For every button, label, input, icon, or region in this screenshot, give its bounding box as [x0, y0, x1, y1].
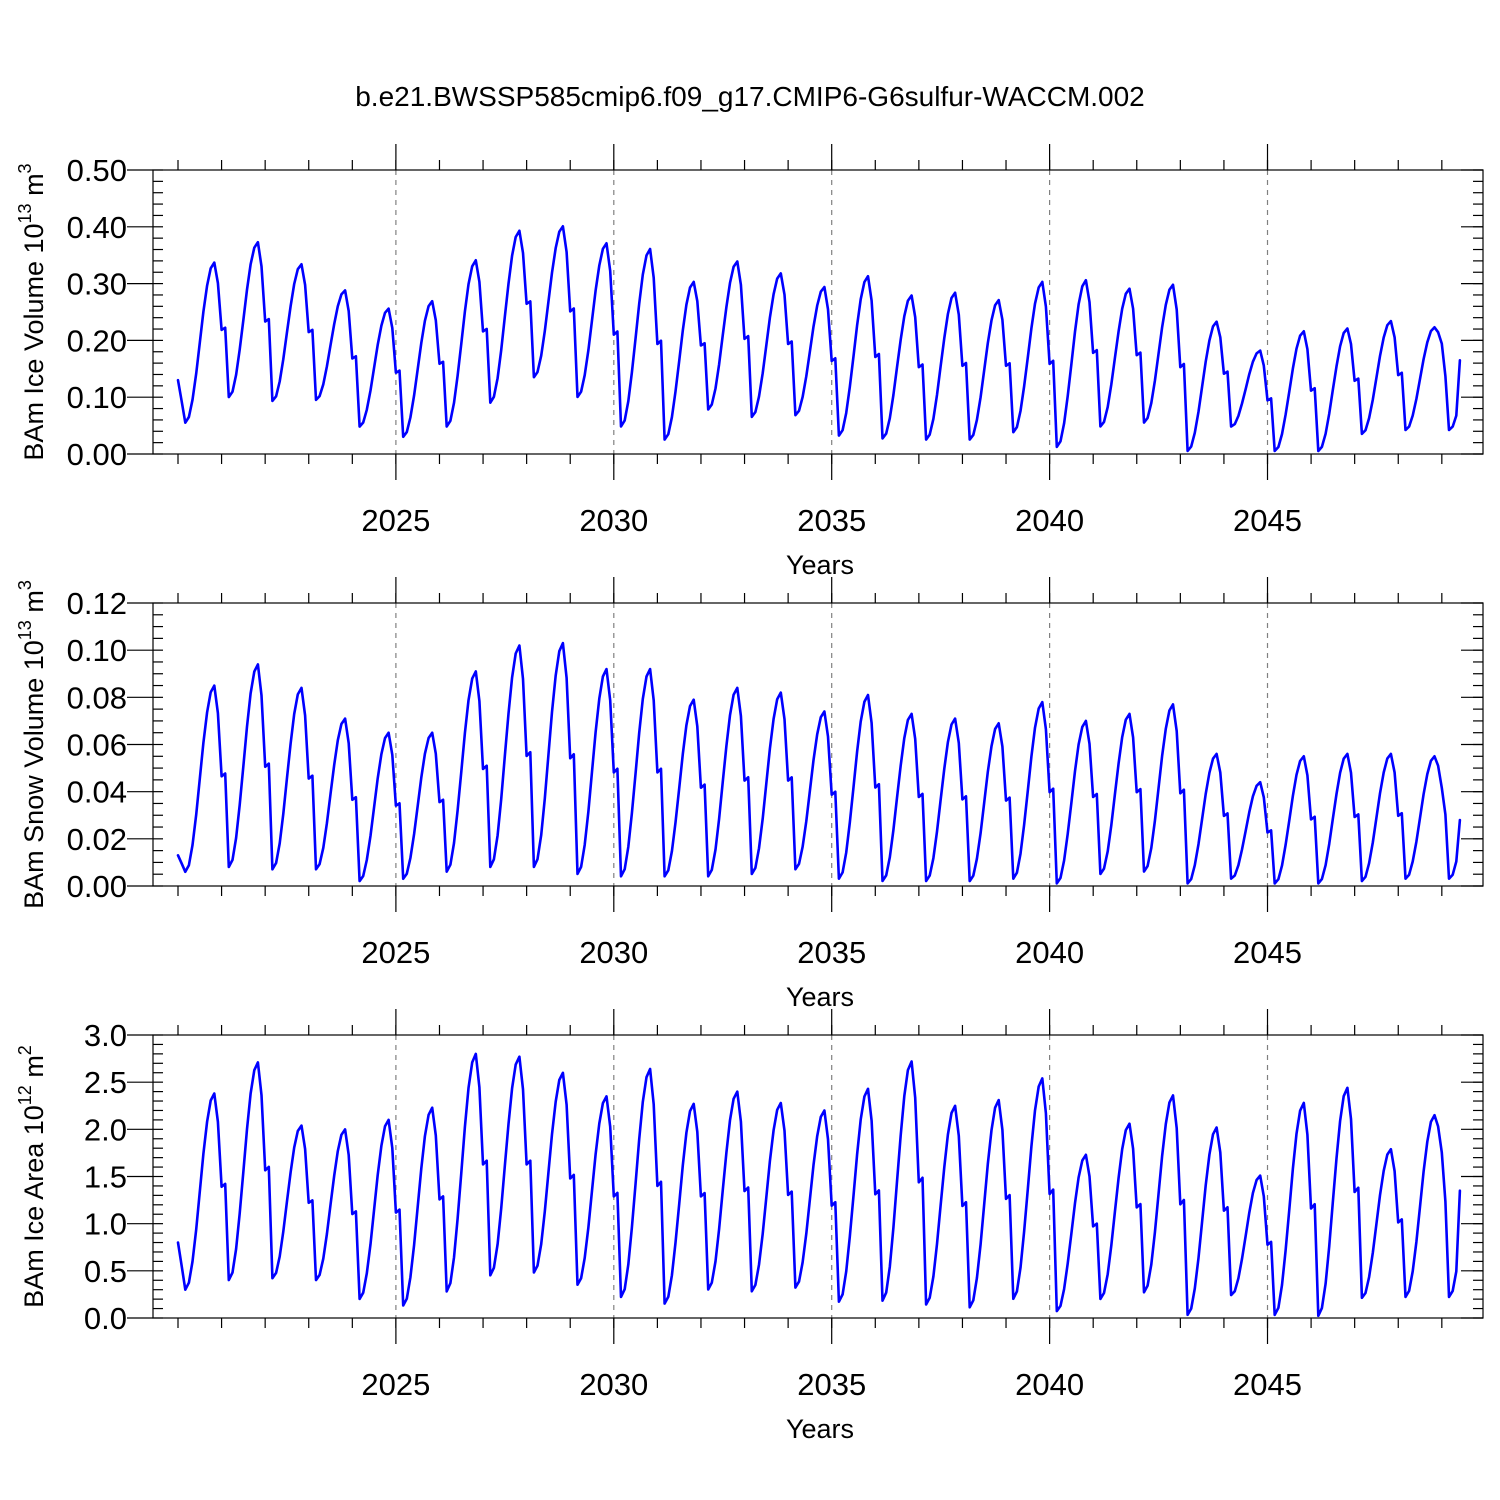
- y-tick-label: 0.06: [67, 728, 127, 763]
- figure-title: b.e21.BWSSP585cmip6.f09_g17.CMIP6-G6sulf…: [355, 81, 1145, 112]
- y-axis-label: BAm Ice Area 1012 m2: [15, 1045, 49, 1308]
- y-tick-label: 3.0: [84, 1018, 127, 1053]
- x-tick-label: 2025: [361, 503, 430, 538]
- y-tick-label: 0.12: [67, 586, 127, 621]
- plot-frame: [152, 169, 1484, 455]
- y-tick-label: 0.00: [67, 869, 127, 904]
- y-tick-label: 2.5: [84, 1065, 127, 1100]
- x-tick-label: 2030: [579, 935, 648, 970]
- y-tick-label: 0.08: [67, 680, 127, 715]
- y-tick-label: 0.20: [67, 323, 127, 358]
- x-axis-label: Years: [786, 1414, 854, 1444]
- x-axis-label: Years: [786, 982, 854, 1012]
- panel-ice-area: 0.0 0.5 1.0 1.5 2.0 2.5 3.0 2025 2030 2035 2040 204…: [15, 1009, 1484, 1444]
- y-tick-label: 0.5: [84, 1254, 127, 1289]
- x-tick-label: 2025: [361, 935, 430, 970]
- series-line: [176, 225, 1462, 453]
- y-tick-label: 0.00: [67, 437, 127, 472]
- y-tick-label: 0.50: [67, 153, 127, 188]
- x-tick-label: 2030: [579, 1367, 648, 1402]
- x-tick-label: 2035: [797, 1367, 866, 1402]
- series-line: [176, 1052, 1462, 1318]
- y-axis-label: BAm Snow Volume 1013 m3: [15, 580, 49, 909]
- x-tick-label: 2045: [1233, 935, 1302, 970]
- x-tick-label: 2040: [1015, 935, 1084, 970]
- x-tick-label: 2045: [1233, 503, 1302, 538]
- y-axis-label: BAm Ice Volume 1013 m3: [15, 163, 49, 460]
- x-tick-label: 2035: [797, 935, 866, 970]
- x-tick-label: 2045: [1233, 1367, 1302, 1402]
- y-tick-label: 2.0: [84, 1112, 127, 1147]
- panel-ice-volume: 0.00 0.10 0.20 0.30 0.40 0.50 2025 2030 2035 2040…: [15, 144, 1484, 580]
- y-tick-label: 0.02: [67, 822, 127, 857]
- y-tick-label: 0.10: [67, 380, 127, 415]
- y-tick-label: 1.5: [84, 1160, 127, 1195]
- y-tick-label: 0.0: [84, 1301, 127, 1336]
- y-tick-label: 0.10: [67, 633, 127, 668]
- plot-frame: [152, 602, 1484, 887]
- panel-snow-volume: 0.00 0.02 0.04 0.06 0.08 0.10 0.12 2025 2030 2035…: [15, 577, 1484, 1012]
- x-axis-label: Years: [786, 550, 854, 580]
- y-tick-label: 0.30: [67, 267, 127, 302]
- y-tick-label: 0.04: [67, 775, 127, 810]
- y-tick-label: 1.0: [84, 1207, 127, 1242]
- x-tick-label: 2040: [1015, 1367, 1084, 1402]
- x-tick-label: 2030: [579, 503, 648, 538]
- series-line: [176, 641, 1462, 885]
- x-tick-label: 2035: [797, 503, 866, 538]
- y-tick-label: 0.40: [67, 210, 127, 245]
- x-tick-label: 2025: [361, 1367, 430, 1402]
- x-tick-label: 2040: [1015, 503, 1084, 538]
